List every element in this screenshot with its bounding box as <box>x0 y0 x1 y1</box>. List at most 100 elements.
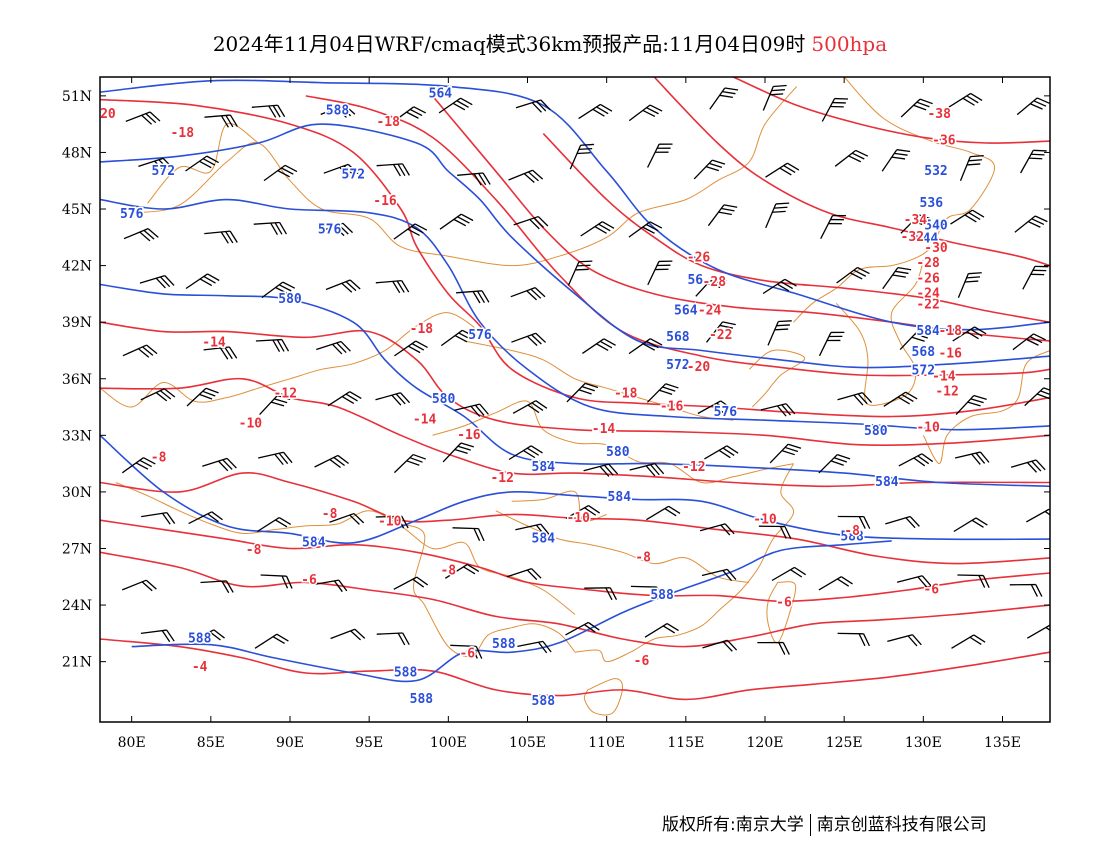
border-line <box>922 350 1050 465</box>
border-line <box>583 678 624 716</box>
temperature-label: -8 <box>440 564 456 579</box>
wind-barb <box>584 587 618 601</box>
border-line <box>464 340 734 421</box>
temperature-label: -8 <box>844 524 860 539</box>
geopotential-label: 576 <box>120 207 144 222</box>
wind-barb <box>885 515 920 529</box>
wind-barb <box>121 579 157 592</box>
wind-barb <box>186 387 219 407</box>
wind-barb <box>569 143 595 170</box>
wind-barb <box>1022 265 1049 290</box>
geopotential-label: 568 <box>666 330 690 345</box>
wind-barb <box>630 585 664 600</box>
wind-barb <box>506 568 542 581</box>
page-title: 2024年11月04日WRF/cmaq模式36km预报产品:11月04日09时 5… <box>0 28 1100 57</box>
lat-label: 21N <box>62 655 92 671</box>
wind-barb <box>837 632 870 647</box>
temperature-label: -28 <box>916 256 940 271</box>
border-line <box>766 581 797 644</box>
wind-barb <box>444 563 480 579</box>
wind-barb <box>957 574 990 588</box>
temperature-label: -4 <box>192 660 208 675</box>
wind-barb <box>123 228 159 242</box>
lon-label: 110E <box>588 735 625 751</box>
geopotential-label: 584 <box>532 460 556 475</box>
wind-barb <box>260 574 293 589</box>
geopotential-label: 572 <box>152 164 175 179</box>
wind-barb <box>1012 333 1046 351</box>
geopotential-label: 584 <box>302 535 326 550</box>
wind-barb <box>457 172 491 186</box>
lat-label: 33N <box>62 428 92 444</box>
copyright: 版权所有:南京大学 南京创蓝科技有限公司 <box>662 814 987 836</box>
wind-barb <box>765 162 800 178</box>
wind-barb <box>1025 508 1050 523</box>
wind-barb <box>951 634 986 649</box>
wind-barb <box>646 505 681 521</box>
temperature-label: -18 <box>376 115 400 130</box>
temperature-label: -36 <box>932 134 956 149</box>
wind-barb <box>439 213 474 230</box>
temperature-label: -6 <box>634 654 650 669</box>
wind-barb <box>758 525 792 539</box>
wind-barb <box>837 515 871 529</box>
wind-barb <box>255 338 290 353</box>
wind-barb <box>821 97 849 122</box>
lat-label: 48N <box>62 145 92 161</box>
temperature-contour <box>100 638 1050 701</box>
temperature-contour <box>100 98 1050 418</box>
wind-barbs <box>121 84 1050 659</box>
contour-labels: 588 564 572 572 576 576 580 576 580 584 584 584 580 5… <box>100 85 964 710</box>
wind-barb <box>185 155 219 172</box>
lon-label: 80E <box>118 735 146 751</box>
temperature-contour <box>100 519 1050 603</box>
border-line <box>432 400 794 484</box>
wind-barb <box>1016 97 1050 116</box>
border-line <box>748 349 806 408</box>
temperature-contour <box>100 551 1050 648</box>
wind-barb <box>955 394 987 416</box>
wind-barb <box>204 230 238 244</box>
geopotential-label: 588 <box>326 103 350 118</box>
wind-barb <box>765 202 790 229</box>
wind-barb <box>330 628 366 641</box>
wind-barb <box>323 163 359 178</box>
geopotential-label: 588 <box>840 530 864 545</box>
wind-barb <box>318 222 354 237</box>
geopotential-label: 572 <box>912 364 935 379</box>
wind-barb <box>508 169 544 183</box>
temperature-contours <box>100 77 1050 701</box>
wind-barb <box>881 149 911 172</box>
wind-barb <box>454 403 489 417</box>
pressure-level: 500hpa <box>811 32 888 56</box>
wind-barb <box>204 114 238 128</box>
geopotential-contour <box>100 198 1050 431</box>
wind-barb <box>760 403 796 417</box>
temperature-label: -24 <box>698 303 722 318</box>
wind-barb <box>511 332 547 346</box>
temperature-label: -16 <box>457 428 481 443</box>
geopotential-label: 576 <box>468 328 492 343</box>
wind-barb <box>705 321 736 343</box>
wind-barb <box>567 260 593 286</box>
wind-barb <box>393 223 428 240</box>
wind-barb <box>701 568 737 582</box>
geopotential-label: 584 <box>875 475 899 490</box>
temperature-label: -10 <box>753 513 777 528</box>
wind-barb <box>121 457 156 474</box>
forecast-title: 2024年11月04日WRF/cmaq模式36km预报产品:11月04日09时 <box>212 32 806 56</box>
geopotential-contours <box>100 79 1050 683</box>
wind-barb <box>138 157 174 172</box>
wind-barb <box>762 84 787 111</box>
geopotential-label: 564 <box>429 87 453 102</box>
temperature-label: -6 <box>301 573 317 588</box>
geopotential-label: 532 <box>924 164 947 179</box>
wind-barb <box>837 392 873 406</box>
wind-barb <box>900 214 933 234</box>
border-line <box>147 122 259 204</box>
temperature-label: -28 <box>703 275 727 290</box>
wind-barb <box>1026 624 1050 639</box>
wind-barb <box>375 279 410 294</box>
temperature-contour <box>100 377 1050 488</box>
wind-barb <box>327 391 362 407</box>
